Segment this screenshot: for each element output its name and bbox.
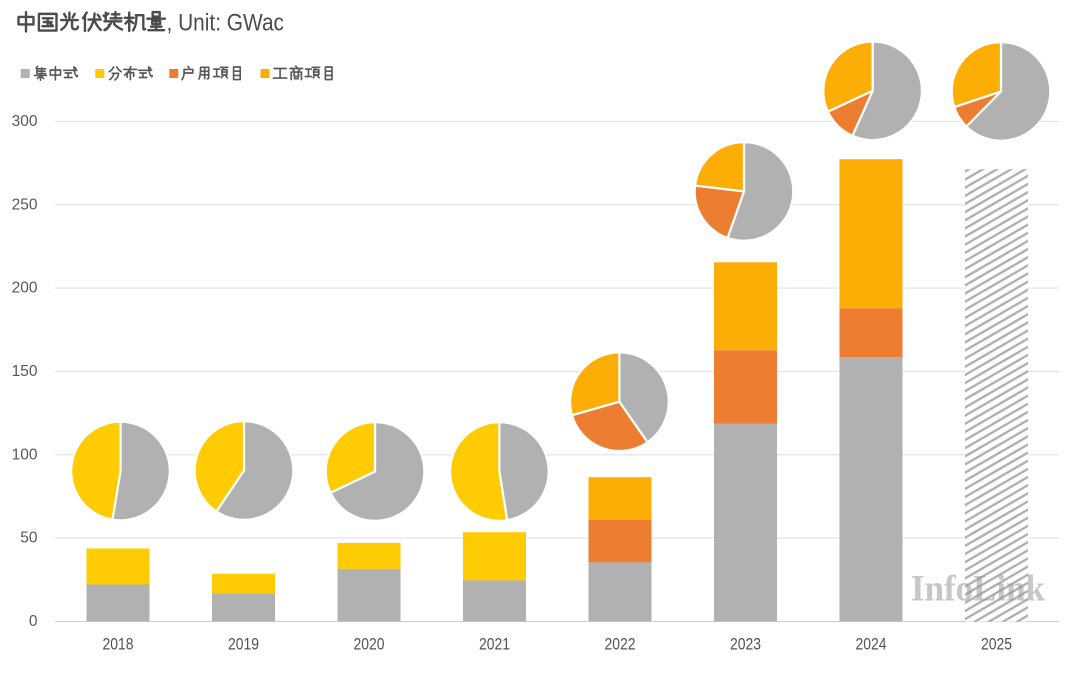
svg-text:InfoLink: InfoLink [911, 569, 1045, 610]
svg-text:2021: 2021 [479, 636, 510, 654]
svg-text:2023: 2023 [730, 636, 761, 654]
svg-text:2024: 2024 [856, 636, 887, 654]
svg-text:300: 300 [12, 113, 38, 130]
svg-text:2022: 2022 [605, 636, 636, 654]
svg-text:2020: 2020 [354, 636, 385, 654]
svg-text:, Unit: GWac: , Unit: GWac [167, 10, 285, 37]
svg-text:50: 50 [20, 530, 38, 547]
svg-text:100: 100 [12, 446, 38, 463]
svg-text:0: 0 [29, 613, 38, 630]
svg-text:2019: 2019 [228, 636, 259, 654]
svg-text:2025: 2025 [981, 636, 1012, 654]
svg-text:150: 150 [12, 363, 38, 380]
svg-text:250: 250 [12, 196, 38, 213]
svg-text:2018: 2018 [103, 636, 134, 654]
svg-text:200: 200 [12, 280, 38, 297]
